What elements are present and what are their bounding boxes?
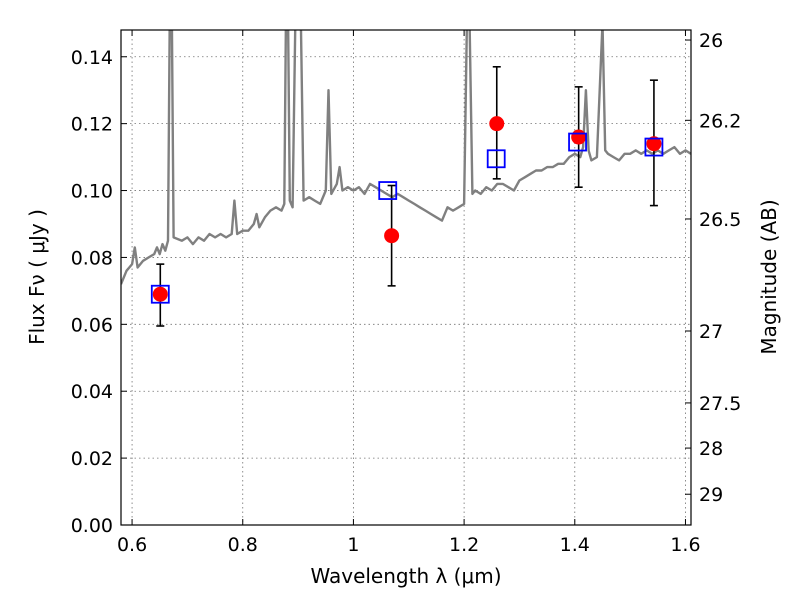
- y2-axis-ticks: 26 26.2 26.5 27 27.5 28 29: [685, 30, 741, 506]
- observed-points-series: [152, 116, 662, 302]
- plot-frame: [120, 29, 692, 526]
- y-tick-label: 0.08: [71, 247, 113, 269]
- y-tick-label: 0.12: [71, 114, 113, 136]
- model-point: [378, 181, 398, 200]
- spectrum-line: [121, 30, 691, 285]
- x-tick-label: 1.2: [449, 534, 479, 556]
- y2-tick-label: 27.5: [699, 393, 741, 415]
- y-tick-label: 0.14: [71, 47, 113, 69]
- y-tick-label: 0.06: [71, 314, 113, 336]
- x-axis-ticks: 0.6 0.8 1 1.2 1.4 1.6: [117, 30, 701, 556]
- observed-point: [646, 136, 662, 152]
- y2-tick-label: 26: [699, 30, 723, 52]
- spectrum-series: [121, 30, 691, 285]
- y2-tick-label: 27: [699, 321, 723, 343]
- model-point: [486, 149, 506, 169]
- y2-tick-label: 26.2: [699, 110, 741, 132]
- y-axis-label: Flux Fν ( μJy ): [25, 209, 49, 345]
- y-tick-label: 0.10: [71, 181, 113, 203]
- y-tick-label: 0.04: [71, 381, 113, 403]
- y2-tick-label: 26.5: [699, 209, 741, 231]
- x-axis-label: Wavelength λ (μm): [310, 564, 501, 588]
- model-point: [644, 137, 664, 157]
- observed-point: [571, 129, 587, 145]
- y-tick-label: 0.02: [71, 448, 113, 470]
- errorbar-series: [156, 65, 658, 327]
- model-points-series: [150, 132, 664, 304]
- grid: [121, 30, 691, 526]
- y2-tick-label: 28: [699, 438, 723, 460]
- x-tick-label: 1: [347, 534, 359, 556]
- observed-point: [152, 286, 168, 302]
- y-axis-ticks: 0.00 0.02 0.04 0.06 0.08 0.10 0.12 0.14: [71, 47, 127, 537]
- y2-tick-label: 29: [699, 484, 723, 506]
- model-point: [150, 284, 170, 304]
- observed-point: [489, 116, 505, 132]
- y2-axis-label: Magnitude (AB): [757, 199, 781, 354]
- observed-point: [384, 228, 400, 244]
- x-tick-label: 1.4: [560, 534, 590, 556]
- model-point: [568, 132, 587, 152]
- x-tick-label: 0.8: [228, 534, 258, 556]
- y-tick-label: 0.00: [71, 515, 113, 537]
- x-tick-label: 0.6: [117, 534, 147, 556]
- x-tick-label: 1.6: [670, 534, 700, 556]
